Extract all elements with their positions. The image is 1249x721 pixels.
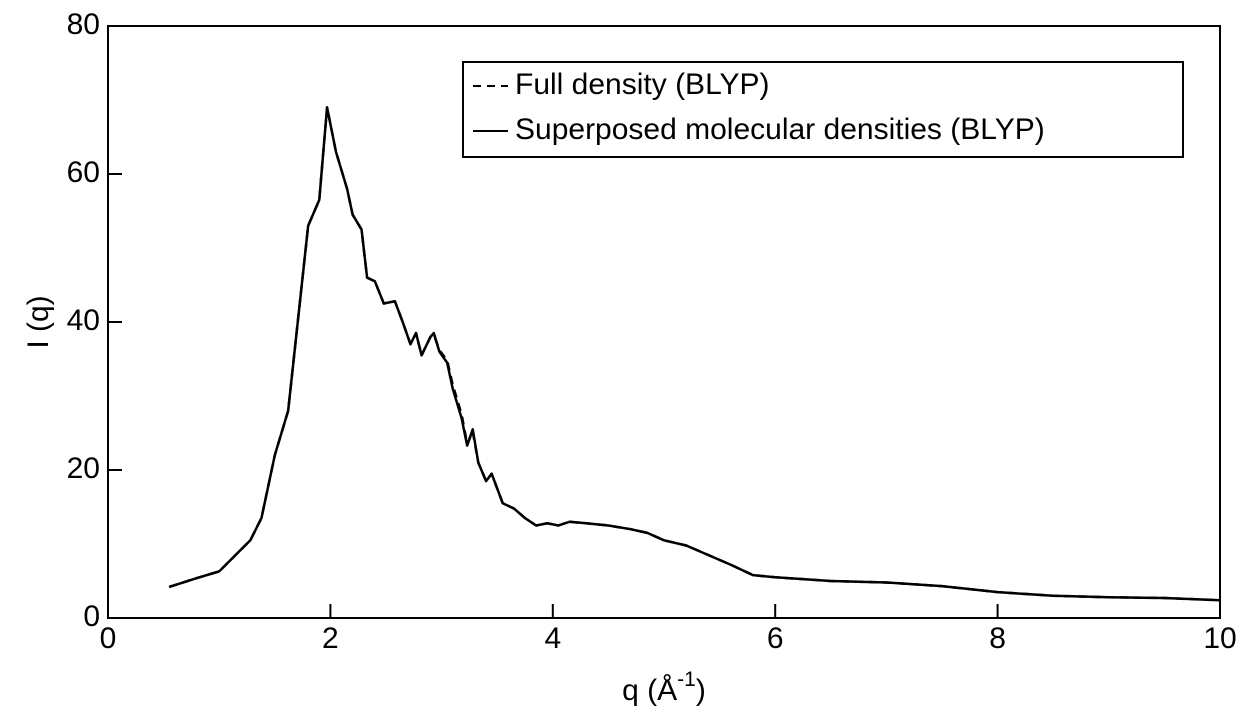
legend-label: Full density (BLYP) [515, 68, 770, 101]
y-tick-label: 60 [67, 156, 100, 189]
x-axis-label-close: ) [696, 674, 706, 707]
x-axis-label-base: q (Å [622, 674, 677, 707]
series-line [168, 106, 1221, 602]
x-tick-label: 0 [100, 622, 117, 655]
x-tick-label: 2 [322, 622, 339, 655]
y-tick-label: 0 [83, 600, 100, 633]
legend-box [462, 61, 1184, 158]
x-axis-label-superscript: -1 [677, 668, 696, 691]
y-tick-label: 40 [67, 304, 100, 337]
series-line [168, 106, 1221, 602]
x-tick-label: 10 [1203, 622, 1236, 655]
x-tick-label: 6 [767, 622, 784, 655]
y-tick-label: 80 [67, 8, 100, 41]
x-tick-label: 4 [544, 622, 561, 655]
y-tick-label: 20 [67, 452, 100, 485]
legend-label: Superposed molecular densities (BLYP) [515, 113, 1045, 146]
x-axis-label: q (Å-1) [622, 668, 706, 707]
y-axis-label: I (q) [22, 295, 55, 348]
x-tick-label: 8 [989, 622, 1006, 655]
